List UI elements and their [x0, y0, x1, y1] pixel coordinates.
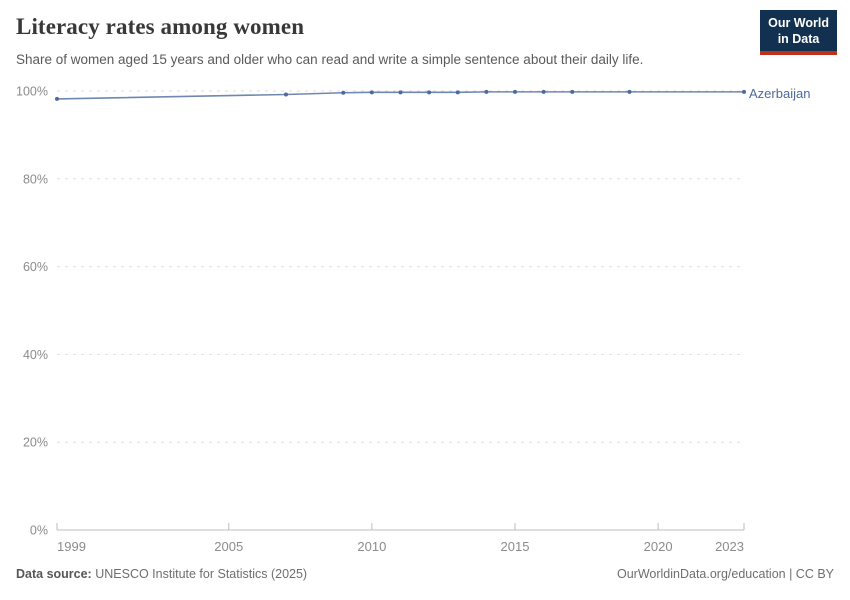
logo-line-2: in Data	[777, 32, 820, 47]
data-point[interactable]	[455, 90, 460, 95]
y-tick-label: 80%	[23, 172, 48, 186]
data-point[interactable]	[341, 90, 346, 95]
x-tick-label: 2020	[644, 539, 673, 554]
data-point[interactable]	[541, 89, 546, 94]
data-point[interactable]	[369, 90, 374, 95]
data-point[interactable]	[55, 96, 59, 101]
data-point[interactable]	[398, 90, 403, 95]
y-tick-label: 20%	[23, 436, 48, 450]
x-tick-label: 1999	[57, 539, 86, 554]
data-point[interactable]	[427, 90, 432, 95]
x-tick-label: 2010	[357, 539, 386, 554]
data-point[interactable]	[284, 92, 288, 97]
series-label-azerbaijan[interactable]: Azerbaijan	[749, 86, 811, 101]
chart-footer: Data source: UNESCO Institute for Statis…	[16, 567, 834, 581]
y-tick-label: 60%	[23, 260, 48, 274]
y-tick-label: 40%	[23, 348, 48, 362]
data-point[interactable]	[742, 89, 746, 94]
owid-logo[interactable]: Our World in Data	[760, 10, 837, 55]
logo-line-1: Our World	[768, 16, 829, 30]
data-point[interactable]	[570, 89, 575, 94]
data-source-line: Data source: UNESCO Institute for Statis…	[16, 567, 307, 581]
data-point[interactable]	[627, 89, 632, 94]
page-title: Literacy rates among women	[16, 14, 305, 39]
y-tick-label: 0%	[30, 524, 48, 538]
data-source-label: Data source:	[16, 567, 92, 581]
footer-citation-link[interactable]: OurWorldinData.org/education | CC BY	[616, 567, 834, 581]
x-tick-label: 2023	[715, 539, 744, 554]
x-tick-label: 2015	[501, 539, 530, 554]
x-tick-label: 2005	[214, 539, 243, 554]
data-point[interactable]	[513, 89, 517, 94]
data-point[interactable]	[484, 89, 489, 94]
y-tick-label: 100%	[16, 85, 48, 99]
data-source-value: UNESCO Institute for Statistics (2025)	[95, 567, 308, 581]
chart-subtitle: Share of women aged 15 years and older w…	[16, 52, 644, 67]
